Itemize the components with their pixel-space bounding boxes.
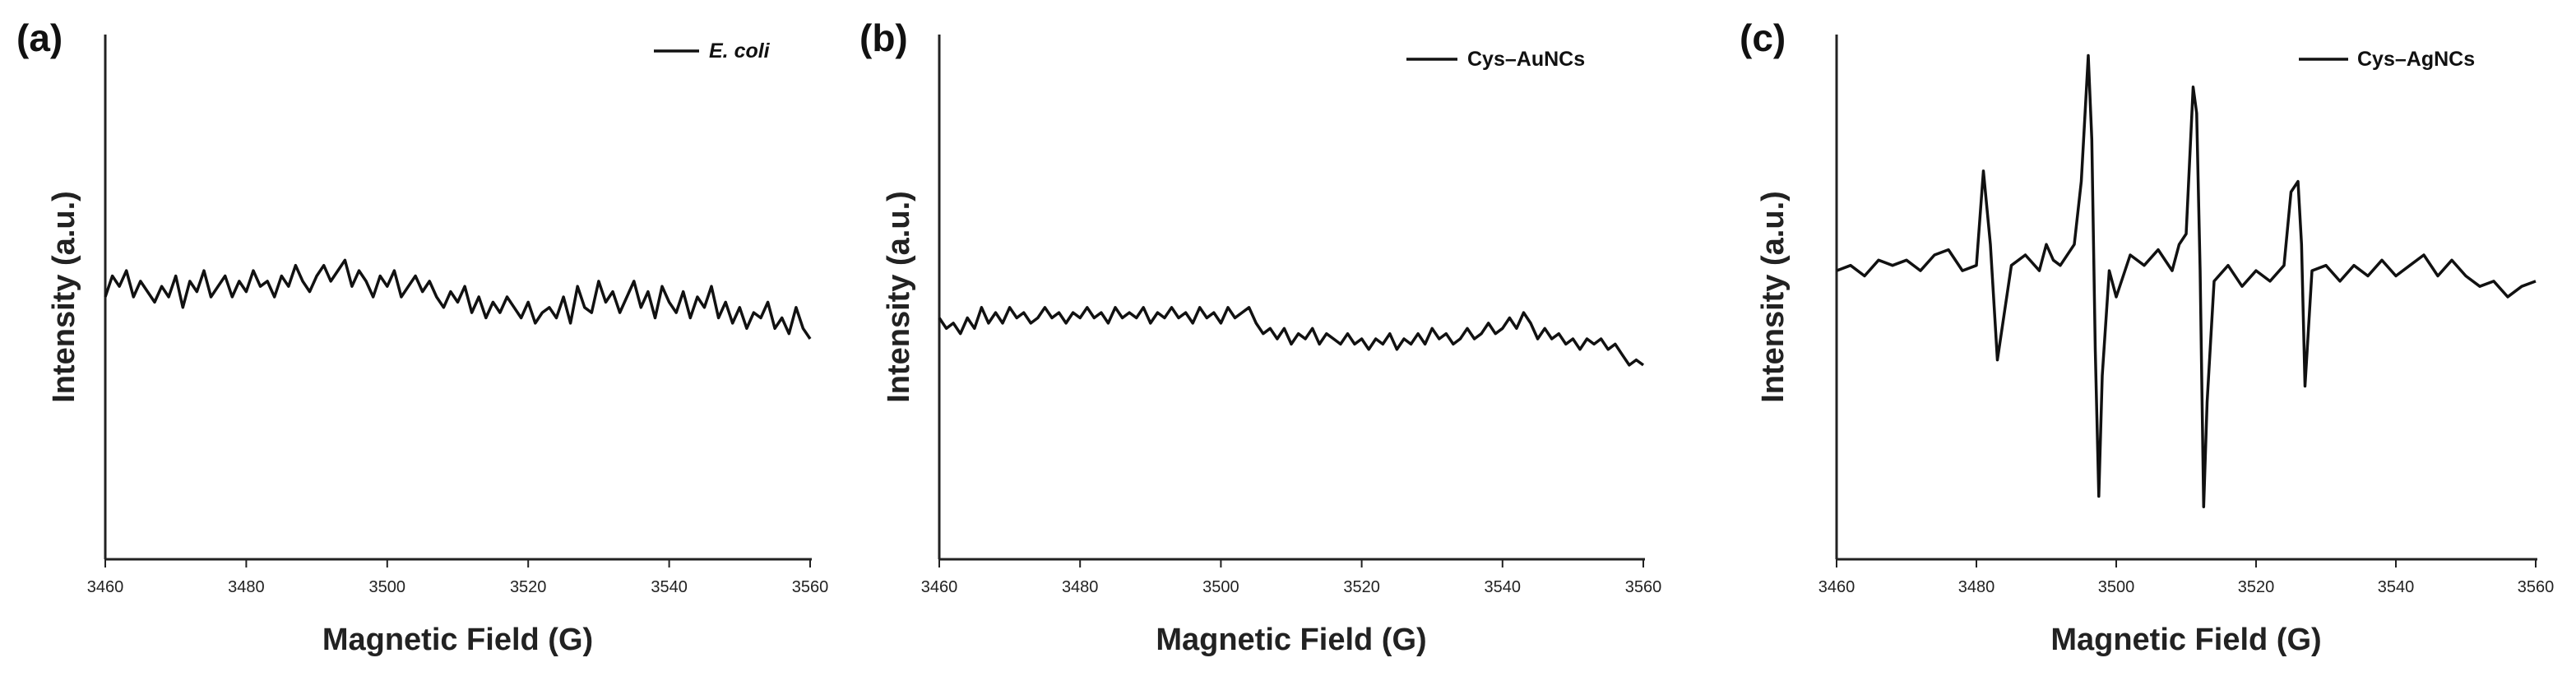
legend: Cys–AuNCs [1406, 48, 1585, 71]
y-axis-title: Intensity (a.u.) [882, 191, 916, 403]
x-tick-label: 3480 [1958, 578, 1995, 596]
x-tick-label: 3540 [651, 578, 688, 596]
panel-label: (c) [1740, 16, 1786, 59]
panel-b: (b) 3460 3480 3500 3520 3540 3560 Magnetic Fiel… [859, 16, 1661, 657]
x-axis-title: Magnetic Field (G) [2050, 623, 2321, 657]
x-tick-label: 3520 [1343, 578, 1380, 596]
x-tick-label: 3460 [1818, 578, 1856, 596]
panel-a: (a) 3460 3480 3500 3520 3540 3560 Magnetic Fiel… [16, 16, 828, 657]
legend-label: E. coli [709, 39, 771, 63]
legend: E. coli [654, 39, 771, 63]
x-tick-label: 3540 [1485, 578, 1522, 596]
x-tick-label: 3560 [792, 578, 829, 596]
x-tick-label: 3540 [2378, 578, 2415, 596]
series-line [938, 306, 1645, 367]
series-line [1836, 53, 2537, 508]
x-axis-title: Magnetic Field (G) [322, 623, 593, 657]
panel-c: (c) 3460 3480 3500 3520 3540 3560 Magnetic Fiel… [1740, 16, 2554, 657]
series-line [104, 258, 812, 340]
x-tick-label: 3560 [1625, 578, 1662, 596]
x-tick-label: 3480 [228, 578, 265, 596]
x-tick-label: 3520 [510, 578, 547, 596]
x-tick-label: 3500 [2098, 578, 2135, 596]
legend: Cys–AgNCs [2299, 48, 2475, 71]
x-tick-label: 3500 [369, 578, 406, 596]
x-axis-title: Magnetic Field (G) [1156, 623, 1426, 657]
panel-label: (a) [16, 16, 63, 59]
x-tick-label: 3520 [2238, 578, 2275, 596]
x-tick-label: 3480 [1062, 578, 1099, 596]
y-axis-title: Intensity (a.u.) [47, 191, 81, 403]
legend-label: Cys–AgNCs [2357, 48, 2475, 71]
x-tick-label: 3560 [2518, 578, 2555, 596]
legend-label: Cys–AuNCs [1467, 48, 1585, 71]
y-axis-title: Intensity (a.u.) [1756, 191, 1791, 403]
x-tick-label: 3460 [921, 578, 958, 596]
x-tick-label: 3500 [1202, 578, 1239, 596]
panel-label: (b) [859, 16, 908, 59]
x-tick-label: 3460 [87, 578, 124, 596]
